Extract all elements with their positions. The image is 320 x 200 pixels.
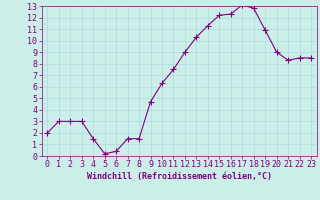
X-axis label: Windchill (Refroidissement éolien,°C): Windchill (Refroidissement éolien,°C)	[87, 172, 272, 181]
